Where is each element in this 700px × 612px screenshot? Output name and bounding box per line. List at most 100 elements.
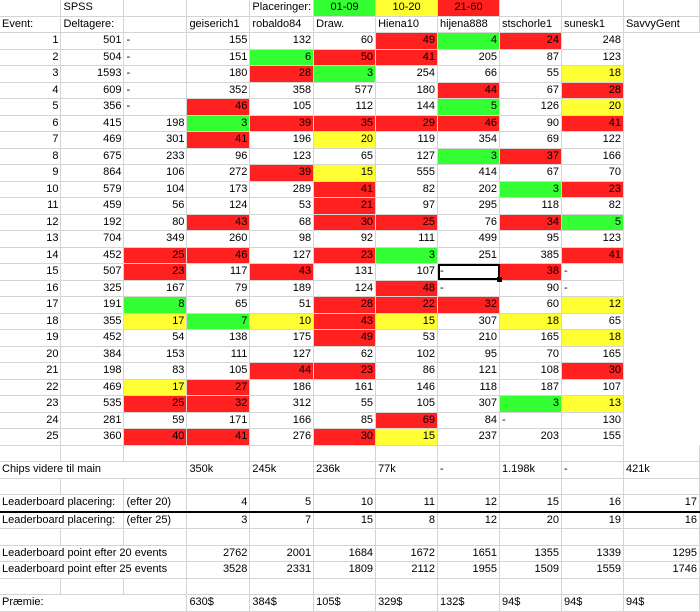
placement-cell[interactable]: 25 (123, 395, 188, 413)
leaderboard-25-value[interactable]: 3 (186, 511, 251, 529)
placement-cell[interactable]: 51 (249, 296, 315, 314)
placement-cell[interactable]: 153 (123, 346, 188, 363)
event-header[interactable]: Event: (0, 16, 62, 33)
placement-cell[interactable]: - (123, 82, 188, 99)
placement-cell[interactable]: 41 (313, 181, 377, 198)
placement-cell[interactable]: 60 (313, 32, 377, 50)
cell[interactable] (437, 528, 500, 546)
participants[interactable]: 191 (60, 296, 125, 314)
participants[interactable]: 609 (60, 82, 125, 99)
placement-cell[interactable]: 205 (437, 49, 500, 66)
cell[interactable] (499, 578, 562, 595)
placement-cell[interactable]: 18 (561, 329, 624, 347)
placement-cell[interactable]: 165 (499, 329, 562, 347)
placement-cell[interactable]: 84 (437, 412, 500, 429)
participants[interactable]: 469 (60, 131, 125, 149)
placement-cell[interactable]: 4 (437, 32, 500, 50)
prize-value[interactable]: 94$ (561, 594, 624, 612)
cell[interactable] (0, 445, 62, 462)
chips-value[interactable]: 245k (249, 461, 315, 479)
placement-cell[interactable]: 123 (561, 49, 624, 66)
placement-cell[interactable]: 260 (186, 230, 251, 248)
participants[interactable]: 459 (60, 197, 125, 215)
placement-cell[interactable]: 43 (313, 313, 377, 330)
cell[interactable] (186, 528, 251, 546)
placement-cell[interactable]: 32 (437, 296, 500, 314)
event-number[interactable]: 1 (0, 32, 62, 50)
placement-cell[interactable]: 3 (499, 395, 562, 413)
placement-cell[interactable]: 295 (437, 197, 500, 215)
placement-cell[interactable]: 117 (186, 263, 251, 281)
placement-cell[interactable]: 43 (249, 263, 315, 281)
cell[interactable] (123, 478, 188, 495)
player-header-1[interactable]: robaldo84 (249, 16, 315, 33)
placement-cell[interactable]: 20 (561, 98, 624, 116)
placement-cell[interactable]: - (561, 280, 624, 297)
placement-cell[interactable]: 90 (499, 115, 562, 132)
participants[interactable]: 198 (60, 362, 125, 380)
cell[interactable] (561, 0, 624, 17)
placement-cell[interactable]: 118 (499, 197, 562, 215)
placement-cell[interactable]: 82 (561, 197, 624, 215)
leaderboard-20-value[interactable]: 16 (561, 494, 624, 513)
placement-cell[interactable]: 46 (186, 98, 251, 116)
points-25-label[interactable]: Leaderboard point efter 25 events (0, 561, 188, 579)
placement-cell[interactable]: 13 (561, 395, 624, 413)
placement-cell[interactable]: 41 (186, 428, 251, 446)
points-25-value[interactable]: 2112 (375, 561, 439, 579)
placement-cell[interactable]: 86 (375, 362, 439, 380)
placement-cell[interactable]: 28 (313, 296, 377, 314)
cell[interactable] (437, 445, 500, 462)
cell[interactable] (623, 578, 700, 595)
placement-cell[interactable]: 123 (561, 230, 624, 248)
cell[interactable] (375, 445, 439, 462)
event-number[interactable]: 4 (0, 82, 62, 99)
placement-cell[interactable]: 65 (313, 148, 377, 165)
chips-value[interactable]: - (437, 461, 500, 479)
points-25-value[interactable]: 2331 (249, 561, 315, 579)
placement-cell[interactable]: 44 (437, 82, 500, 99)
placement-cell[interactable]: - (561, 263, 624, 281)
leaderboard-25-label[interactable]: Leaderboard placering: (0, 511, 125, 529)
legend-01-09[interactable]: 01-09 (313, 0, 377, 17)
prize-value[interactable]: 94$ (623, 594, 700, 612)
cell[interactable] (623, 528, 700, 546)
event-number[interactable]: 3 (0, 65, 62, 83)
placement-cell[interactable]: 25 (375, 214, 439, 231)
event-number[interactable]: 16 (0, 280, 62, 297)
placement-cell[interactable]: 155 (186, 32, 251, 50)
participants[interactable]: 501 (60, 32, 125, 50)
leaderboard-25-value[interactable]: 12 (437, 511, 500, 529)
event-number[interactable]: 12 (0, 214, 62, 231)
placement-cell[interactable]: 198 (123, 115, 188, 132)
placement-cell[interactable]: 43 (186, 214, 251, 231)
leaderboard-20-value[interactable]: 4 (186, 494, 251, 513)
cell[interactable] (313, 528, 377, 546)
legend-10-20[interactable]: 10-20 (375, 0, 439, 17)
placement-cell[interactable]: 30 (561, 362, 624, 380)
placement-cell[interactable]: 107 (375, 263, 439, 281)
placement-cell[interactable]: 67 (499, 82, 562, 99)
placement-cell[interactable]: 55 (313, 395, 377, 413)
placement-cell[interactable]: 251 (437, 247, 500, 264)
placement-cell[interactable]: 59 (123, 412, 188, 429)
leaderboard-20-value[interactable]: 11 (375, 494, 439, 513)
placement-cell[interactable]: 122 (561, 131, 624, 149)
chips-value[interactable]: 421k (623, 461, 700, 479)
placement-cell[interactable]: 307 (437, 395, 500, 413)
placement-cell[interactable]: 124 (186, 197, 251, 215)
placement-cell[interactable]: 111 (375, 230, 439, 248)
placement-cell[interactable]: 3 (375, 247, 439, 264)
cell[interactable] (60, 528, 125, 546)
placement-cell[interactable]: 41 (375, 49, 439, 66)
placement-cell[interactable]: 25 (123, 247, 188, 264)
points-25-value[interactable]: 3528 (186, 561, 251, 579)
placement-cell[interactable]: 44 (249, 362, 315, 380)
event-number[interactable]: 18 (0, 313, 62, 330)
cell[interactable] (499, 478, 562, 495)
placement-cell[interactable]: 3 (499, 181, 562, 198)
prize-value[interactable]: 94$ (499, 594, 562, 612)
player-header-4[interactable]: hijena888 (437, 16, 500, 33)
cell[interactable] (313, 478, 377, 495)
placement-cell[interactable]: 15 (375, 313, 439, 330)
